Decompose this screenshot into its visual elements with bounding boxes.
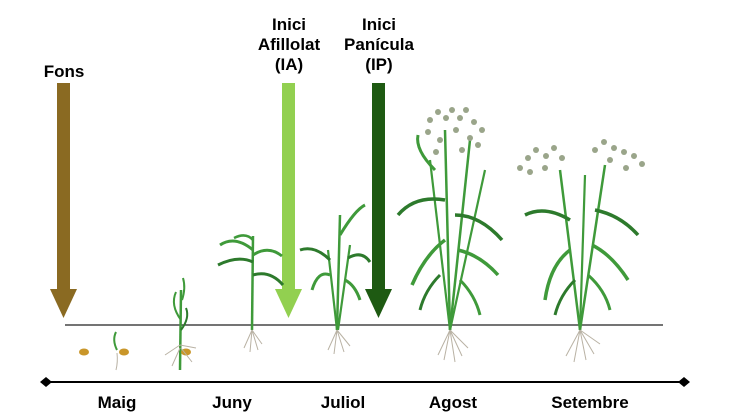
month-maig: Maig [97, 393, 137, 412]
tillering-plant [299, 203, 372, 355]
timeline-left-end [40, 377, 52, 387]
arrow-fons [50, 83, 77, 318]
seed-stage [79, 331, 129, 371]
seed [119, 348, 129, 356]
arrow-ip [365, 83, 392, 318]
panicle [517, 139, 645, 175]
young-plant [217, 234, 285, 353]
label-inici-afillolat: Inici Afillolat (IA) [257, 15, 321, 74]
seedling [164, 277, 197, 371]
month-setembre: Setembre [551, 393, 629, 412]
month-juliol: Juliol [320, 393, 366, 412]
label-inici-panicula: Inici Panícula (IP) [344, 15, 414, 74]
month-juny: Juny [212, 393, 252, 412]
month-agost: Agost [428, 393, 478, 412]
ripe-plant [517, 139, 645, 363]
timeline-right-end [678, 377, 690, 387]
arrow-ia [275, 83, 302, 318]
seed [79, 348, 89, 356]
heading-plant [396, 107, 504, 363]
panicle [425, 107, 485, 155]
label-fons: Fons [43, 62, 85, 81]
